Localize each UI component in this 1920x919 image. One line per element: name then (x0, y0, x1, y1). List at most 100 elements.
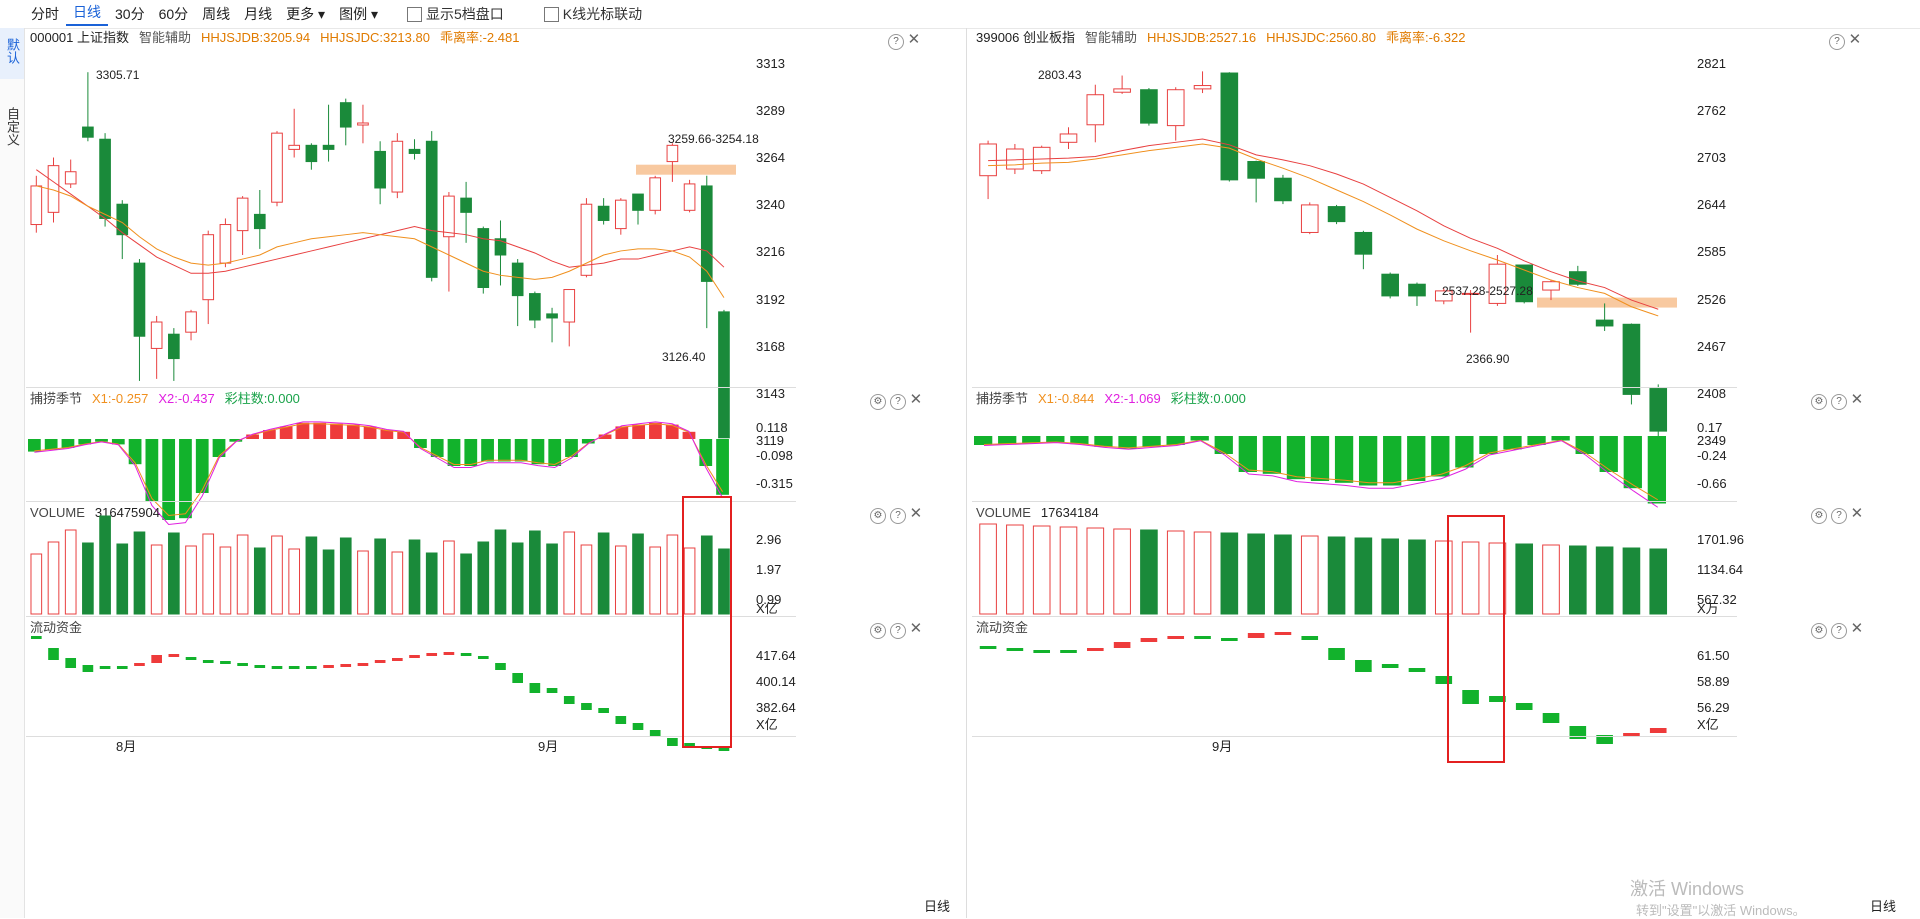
price-chart[interactable] (972, 28, 1677, 488)
volume-bar (1381, 538, 1399, 615)
indicator-bar (1022, 436, 1041, 444)
candle-body (185, 311, 197, 333)
checkbox-icon (543, 6, 559, 22)
ma2-line (36, 185, 725, 298)
close-icon[interactable]: ✕ (909, 620, 923, 637)
x1-value: X1:-0.257 (92, 391, 149, 406)
help-icon[interactable]: ? (890, 623, 906, 639)
indicator-axis-tick: 0.17 (1697, 420, 1723, 435)
show5-checkbox[interactable]: 显示5档盘口 (407, 4, 504, 24)
volume-chart[interactable] (972, 516, 1677, 616)
index-header: 399006 创业板指 智能辅助 HHJSJDB:2527.16 HHJSJDC:25… (976, 29, 1475, 47)
close-icon[interactable]: ✕ (909, 391, 923, 408)
close-icon[interactable]: ✕ (1850, 620, 1864, 637)
smart-assist-label[interactable]: 智能辅助 (1085, 30, 1138, 45)
volume-bar (666, 534, 679, 615)
price-chart[interactable] (26, 28, 736, 488)
left-period-tag: 日线 (924, 899, 951, 914)
close-icon[interactable]: ✕ (1848, 31, 1862, 48)
candle-body (408, 148, 421, 154)
help-icon[interactable]: ? (890, 508, 906, 524)
flow-chart[interactable] (972, 628, 1677, 744)
candle-body (546, 313, 558, 319)
tab-60min[interactable]: 60分 (158, 6, 189, 22)
indicator-chart[interactable] (972, 408, 1677, 528)
candle-body (580, 203, 593, 276)
close-icon[interactable]: ✕ (1850, 505, 1864, 522)
tab-30min[interactable]: 30分 (115, 6, 145, 22)
close-icon[interactable]: ✕ (907, 31, 921, 48)
flow-header: 流动资金 (976, 619, 1038, 637)
indicator-bar (346, 424, 360, 439)
volume-bar (1515, 543, 1534, 615)
settings-icon[interactable]: ⚙ (1811, 394, 1827, 410)
indicator-bar (128, 439, 142, 465)
volume-bar (1300, 535, 1319, 615)
help-icon[interactable]: ? (1831, 394, 1847, 410)
help-icon[interactable]: ? (1831, 508, 1847, 524)
indicator-bar (531, 439, 545, 465)
candle-body (322, 144, 335, 150)
flow-chart[interactable] (26, 628, 736, 751)
settings-icon[interactable]: ⚙ (870, 623, 886, 639)
indicator-chart[interactable] (26, 408, 736, 528)
indicator-axis-tick: -0.098 (756, 448, 793, 463)
panel-controls: ? ✕ (1825, 30, 1861, 50)
indicator-name: 捕捞季节 (976, 391, 1029, 406)
candle-body (700, 185, 713, 282)
tab-fenshi[interactable]: 分时 (31, 6, 59, 22)
indicator-bar (179, 439, 192, 519)
volume-bar (47, 541, 60, 615)
candle-body (632, 193, 644, 211)
close-icon[interactable]: ✕ (1850, 391, 1864, 408)
candle-body (1059, 133, 1078, 143)
tab-daily[interactable]: 日线 (66, 2, 108, 26)
flow-bar (477, 656, 489, 659)
flow-bar (1328, 648, 1345, 660)
close-icon[interactable]: ✕ (909, 505, 923, 522)
help-icon[interactable]: ? (1831, 623, 1847, 639)
index-header: 000001 上证指数 智能辅助 HHJSJDB:3205.94 HHJSJDC:32… (30, 29, 529, 47)
candle-body (236, 197, 249, 232)
indicator-bar (78, 439, 92, 445)
volume-bar (683, 547, 696, 615)
help-icon[interactable]: ? (1829, 34, 1845, 50)
settings-icon[interactable]: ⚙ (1811, 623, 1827, 639)
flow-bar (1381, 664, 1399, 668)
settings-icon[interactable]: ⚙ (870, 508, 886, 524)
flow-bar (392, 658, 403, 661)
candle-body (202, 234, 215, 301)
help-icon[interactable]: ? (890, 394, 906, 410)
candle-body (271, 132, 283, 203)
legend-dropdown[interactable]: 图例 ▾ (339, 6, 378, 22)
flow-bar (202, 660, 214, 663)
ma1-line (988, 138, 1659, 310)
sidebar-default[interactable]: 默认 (0, 28, 24, 79)
more-dropdown[interactable]: 更多 ▾ (286, 6, 326, 22)
tab-monthly[interactable]: 月线 (244, 6, 273, 22)
flow-bar (409, 655, 420, 658)
candle-body (1006, 148, 1024, 170)
x1-value: X1:-0.844 (1038, 391, 1095, 406)
smart-assist-label[interactable]: 智能辅助 (139, 30, 192, 45)
sidebar-custom[interactable]: 自定义 (0, 97, 24, 161)
tab-weekly[interactable]: 周线 (202, 6, 231, 22)
month-axis-label: 8月 (116, 739, 137, 754)
indicator-bar (162, 439, 176, 520)
settings-icon[interactable]: ⚙ (1811, 508, 1827, 524)
help-icon[interactable]: ? (888, 34, 904, 50)
indicator-bar (1046, 436, 1065, 443)
flow-bar (1033, 650, 1051, 653)
index-code: 000001 上证指数 (30, 30, 129, 45)
indicator-bar (1118, 436, 1137, 449)
klinelink-checkbox[interactable]: K线光标联动 (543, 4, 642, 24)
price-axis-tick: 3119 (756, 432, 784, 448)
volume-chart[interactable] (26, 515, 736, 616)
pane-separator (972, 387, 1737, 388)
price-axis-tick: 2821 (1697, 56, 1726, 71)
indicator-bar (548, 439, 562, 466)
candle-body (1622, 323, 1641, 395)
flow-bar (1596, 735, 1613, 744)
indicator-bar (1407, 436, 1426, 481)
settings-icon[interactable]: ⚙ (870, 394, 886, 410)
